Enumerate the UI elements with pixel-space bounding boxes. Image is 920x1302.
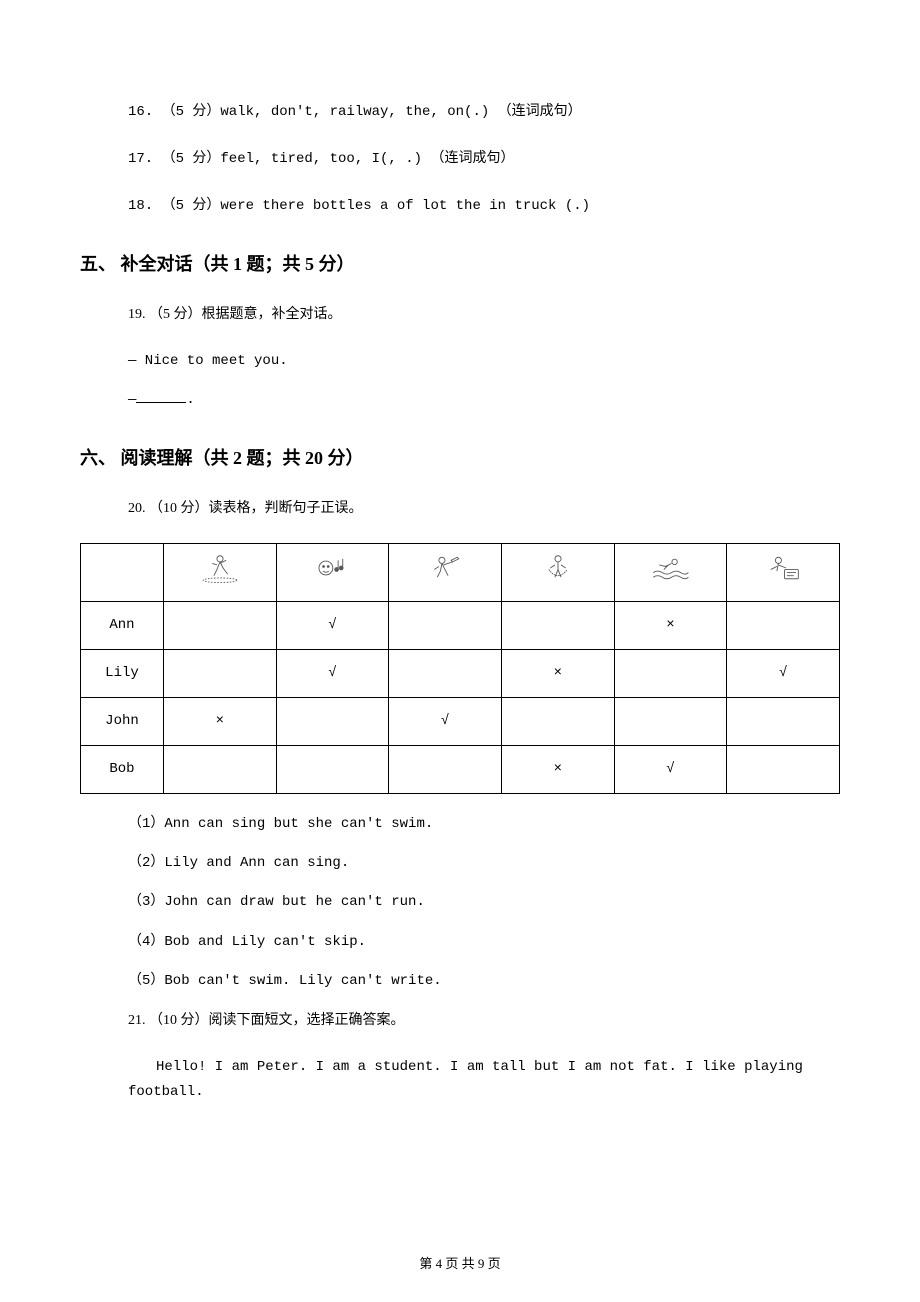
empty-header	[81, 544, 164, 602]
run-icon	[163, 544, 276, 602]
cell: ×	[614, 602, 727, 650]
table-row: John × √	[81, 698, 840, 746]
cell	[614, 650, 727, 698]
activity-table: Ann √ × Lily √ × √ John × √ Bob	[80, 543, 840, 794]
cell: ×	[501, 650, 614, 698]
question-16: 16. （5 分）walk, don't, railway, the, on(.…	[80, 100, 840, 125]
skip-icon	[501, 544, 614, 602]
cell: √	[276, 602, 389, 650]
cell: ×	[501, 746, 614, 794]
name-cell-lily: Lily	[81, 650, 164, 698]
question-17: 17. （5 分）feel, tired, too, I(, .) （连词成句）	[80, 147, 840, 172]
q20-s1: （1）Ann can sing but she can't swim.	[80, 812, 840, 837]
table-row: Ann √ ×	[81, 602, 840, 650]
q20-s3: （3）John can draw but he can't run.	[80, 890, 840, 915]
question-20: 20. （10 分）读表格，判断句子正误。	[80, 496, 840, 521]
cell	[163, 650, 276, 698]
cell	[727, 602, 840, 650]
cell	[389, 746, 502, 794]
cell	[389, 650, 502, 698]
cell	[163, 602, 276, 650]
section-5-title: 五、 补全对话（共 1 题；共 5 分）	[80, 248, 840, 280]
cell	[727, 746, 840, 794]
q20-s4: （4）Bob and Lily can't skip.	[80, 930, 840, 955]
q19-prefix: —	[128, 392, 136, 408]
cell	[501, 698, 614, 746]
q19-line2: —.	[80, 388, 840, 413]
q21-paragraph: Hello! I am Peter. I am a student. I am …	[80, 1055, 840, 1105]
table-header-row	[81, 544, 840, 602]
sing-icon	[276, 544, 389, 602]
table-row: Bob × √	[81, 746, 840, 794]
q19-suffix: .	[186, 392, 194, 408]
name-cell-john: John	[81, 698, 164, 746]
q20-s5: （5）Bob can't swim. Lily can't write.	[80, 969, 840, 994]
write-icon	[727, 544, 840, 602]
name-cell-ann: Ann	[81, 602, 164, 650]
cell: √	[727, 650, 840, 698]
question-21: 21. （10 分）阅读下面短文，选择正确答案。	[80, 1008, 840, 1033]
cell	[276, 746, 389, 794]
draw-icon	[389, 544, 502, 602]
cell	[276, 698, 389, 746]
swim-icon	[614, 544, 727, 602]
cell	[727, 698, 840, 746]
q20-s2: （2）Lily and Ann can sing.	[80, 851, 840, 876]
table-row: Lily √ × √	[81, 650, 840, 698]
question-19: 19. （5 分）根据题意，补全对话。	[80, 302, 840, 327]
section-6-title: 六、 阅读理解（共 2 题；共 20 分）	[80, 442, 840, 474]
cell: √	[389, 698, 502, 746]
cell	[614, 698, 727, 746]
question-18: 18. （5 分）were there bottles a of lot the…	[80, 194, 840, 219]
cell	[163, 746, 276, 794]
page-footer: 第 4 页 共 9 页	[0, 1253, 920, 1272]
cell: √	[276, 650, 389, 698]
blank-fill	[136, 389, 186, 403]
cell: ×	[163, 698, 276, 746]
cell	[389, 602, 502, 650]
cell	[501, 602, 614, 650]
cell: √	[614, 746, 727, 794]
page-content: 16. （5 分）walk, don't, railway, the, on(.…	[80, 100, 840, 1106]
name-cell-bob: Bob	[81, 746, 164, 794]
q19-line1: — Nice to meet you.	[80, 349, 840, 374]
